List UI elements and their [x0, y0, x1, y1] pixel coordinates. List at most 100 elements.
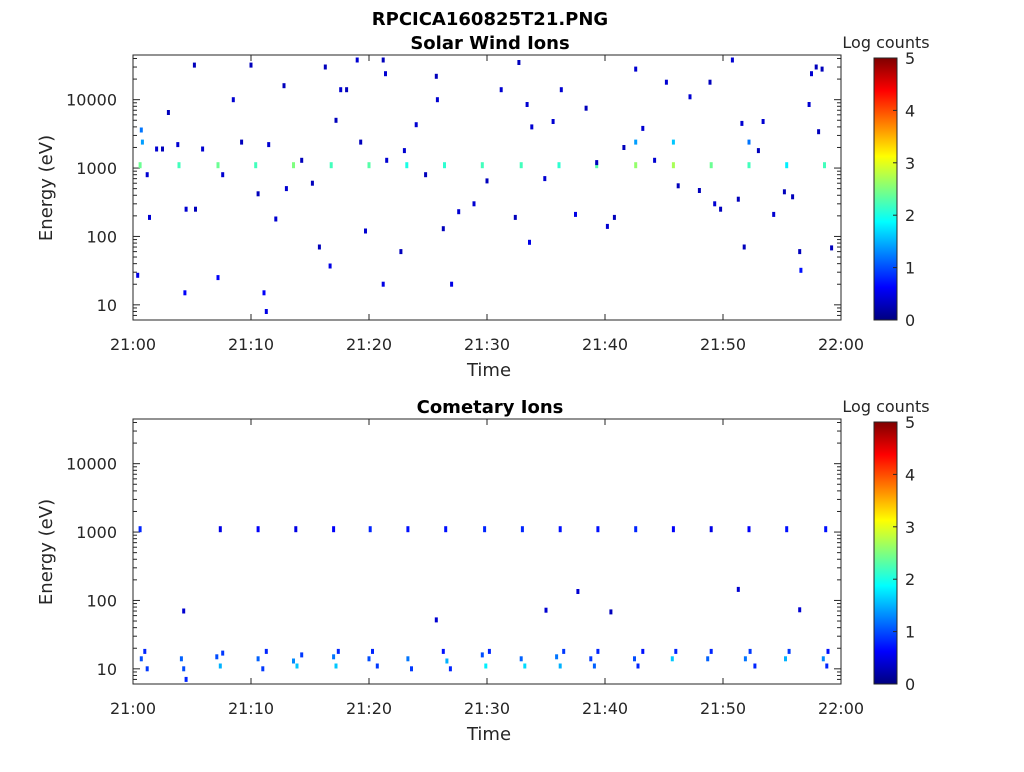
solar-wind-data-cell [148, 214, 151, 220]
cometary-data-cell [670, 656, 674, 662]
solar-wind-data-cell [256, 191, 260, 197]
solar-wind-data-cell [177, 162, 181, 169]
solar-wind-title: Solar Wind Ions [410, 33, 569, 54]
solar-wind-data-cell [139, 127, 143, 133]
solar-wind-data-cell [176, 142, 180, 148]
cometary-data-cell [434, 617, 438, 623]
cometary-data-cell [826, 648, 830, 654]
solar-wind-data-cell [381, 57, 385, 63]
solar-wind-data-cell [574, 211, 577, 217]
cometary-data-cell [264, 648, 268, 654]
solar-wind-data-cell [359, 139, 363, 145]
cometary-data-cell [448, 666, 452, 672]
solar-wind-xtick-label: 22:00 [818, 335, 864, 354]
cometary-colorbar-gradient [873, 421, 898, 685]
solar-wind-data-cell [334, 117, 338, 123]
solar-wind-data-cell [740, 120, 744, 126]
solar-wind-data-cell [282, 83, 286, 89]
solar-wind-data-cell [634, 162, 638, 169]
solar-wind-marks [136, 57, 834, 314]
cometary-ytick-label: 10000 [66, 455, 117, 474]
cometary-data-cell [406, 656, 410, 662]
solar-wind-data-cell [653, 157, 657, 163]
solar-wind-data-cell [772, 211, 776, 217]
solar-wind-data-cell [830, 245, 834, 251]
solar-wind-data-cell [814, 64, 818, 70]
cometary-data-cell [636, 663, 640, 669]
solar-wind-data-cell [671, 139, 675, 145]
solar-wind-data-cell [450, 281, 454, 287]
solar-wind-data-cell [528, 239, 531, 245]
cometary-data-cell [138, 526, 142, 533]
cometary-data-cell [179, 656, 183, 662]
solar-wind-data-cell [267, 142, 271, 148]
solar-wind-data-cell [441, 226, 445, 232]
solar-wind-data-cell [434, 73, 438, 79]
cometary-marks [138, 526, 830, 682]
cometary-xtick-label: 21:40 [582, 699, 628, 718]
cometary-data-cell [261, 666, 265, 672]
solar-wind-data-cell [216, 162, 220, 169]
solar-wind-data-cell [671, 162, 675, 169]
solar-wind-colorbar-label: Log counts [842, 33, 929, 52]
solar-wind-data-cell [634, 139, 638, 145]
cometary-data-cell [218, 663, 222, 669]
solar-wind-data-cell [688, 94, 692, 100]
cometary-colorbar-tick-label: 0 [905, 675, 915, 694]
cometary-data-cell [221, 650, 225, 656]
solar-wind-data-cell [329, 162, 333, 169]
cometary-xtick-label: 21:30 [464, 699, 510, 718]
solar-wind-data-cell [485, 178, 489, 184]
cometary-data-cell [743, 656, 747, 662]
solar-wind-data-cell [240, 139, 244, 145]
solar-wind-data-cell [472, 201, 476, 207]
solar-wind-data-cell [761, 119, 765, 124]
solar-wind-data-cell [345, 87, 349, 93]
cometary-ytick-label: 100 [86, 591, 117, 610]
solar-wind-data-cell [385, 157, 389, 163]
solar-wind-data-cell [310, 180, 314, 186]
cometary-data-cell [332, 654, 336, 660]
solar-wind-data-cell [201, 146, 205, 152]
solar-wind-data-cell [435, 97, 439, 103]
solar-wind-data-cell [262, 290, 266, 296]
solar-wind-data-cell [216, 275, 220, 281]
cometary-data-cell [445, 658, 449, 664]
solar-wind-data-cell [713, 201, 717, 207]
solar-wind-ylabel: Energy (eV) [36, 135, 57, 241]
cometary-data-cell [633, 656, 636, 662]
cometary-colorbar-tick-label: 3 [905, 518, 915, 537]
cometary-data-cell [785, 526, 789, 533]
cometary-data-cell [334, 663, 338, 669]
cometary-data-cell [256, 656, 260, 662]
cometary-data-cell [406, 526, 410, 533]
cometary-data-cell [609, 609, 613, 615]
solar-wind-data-cell [742, 244, 746, 250]
cometary-data-cell [558, 663, 562, 669]
solar-wind-data-cell [622, 145, 626, 150]
cometary-data-cell [145, 666, 149, 672]
cometary-xtick-label: 21:10 [228, 699, 274, 718]
solar-wind-data-cell [300, 157, 304, 163]
solar-wind-xtick-label: 21:20 [346, 335, 392, 354]
cometary-data-cell [444, 526, 448, 533]
cometary-xtick-label: 21:50 [700, 699, 746, 718]
solar-wind-ytick-label: 10000 [66, 91, 117, 110]
solar-wind-data-cell [785, 162, 789, 169]
solar-wind-colorbar-tick-label: 5 [905, 49, 915, 68]
cometary-title: Cometary Ions [417, 397, 564, 418]
solar-wind-data-cell [641, 125, 645, 131]
cometary-data-cell [480, 652, 484, 658]
cometary-colorbar-tick-label: 4 [905, 465, 915, 484]
solar-wind-data-cell [709, 162, 713, 169]
solar-wind-data-cell [820, 66, 824, 72]
cometary-data-cell [748, 648, 752, 654]
solar-wind-data-cell [810, 71, 813, 77]
cometary-data-cell [410, 666, 413, 672]
cometary-data-cell [371, 648, 374, 654]
solar-wind-data-cell [605, 223, 609, 229]
cometary-data-cell [523, 663, 527, 669]
solar-wind-colorbar-tick-label: 2 [905, 206, 915, 225]
solar-wind-data-cell [264, 309, 268, 314]
solar-wind-colorbar-gradient [873, 57, 898, 321]
